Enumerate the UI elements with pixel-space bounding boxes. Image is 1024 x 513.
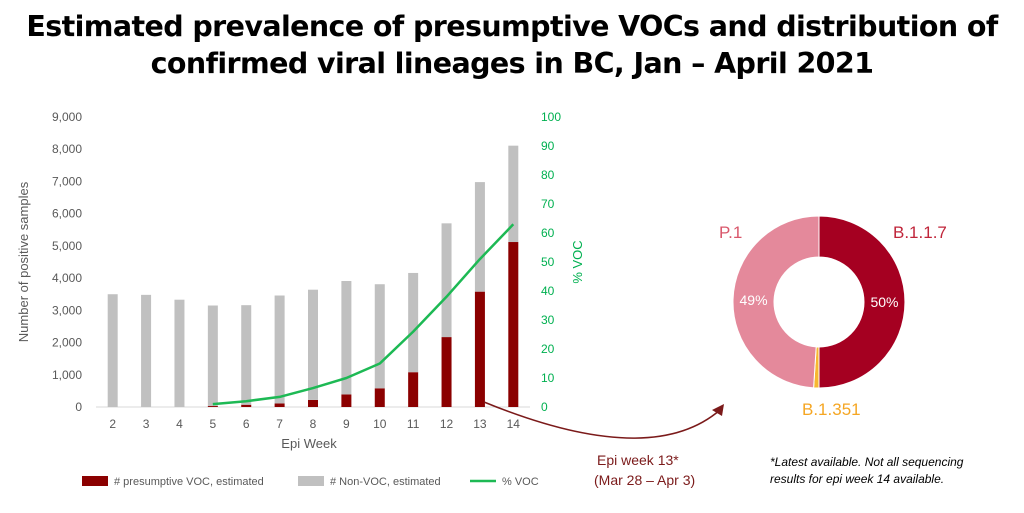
chart-legend: # presumptive VOC, estimated # Non-VOC, … (82, 476, 539, 488)
y2-tick-label: 60 (541, 226, 555, 240)
x-tick-label: 7 (276, 417, 283, 431)
y-tick-label: 1,000 (52, 368, 82, 382)
bar-non-voc (441, 223, 452, 338)
bar-non-voc (508, 145, 519, 243)
y2-axis-ticks: 0 10 20 30 40 50 60 70 80 90 100 (541, 110, 561, 414)
x-tick-label: 6 (243, 417, 250, 431)
x-tick-label: 10 (373, 417, 387, 431)
bar-presumptive-voc (308, 399, 318, 407)
annotation-arrowhead (712, 404, 724, 416)
y-tick-label: 3,000 (52, 303, 82, 317)
bar-presumptive-voc (274, 403, 285, 407)
y-tick-label: 8,000 (52, 142, 82, 156)
legend-label-nonvoc: # Non-VOC, estimated (330, 476, 441, 488)
annotation-line-1: Epi week 13* (597, 452, 679, 468)
bar-non-voc (174, 299, 185, 407)
bar-non-voc (107, 294, 118, 407)
bar-presumptive-voc (341, 394, 352, 407)
bar-presumptive-voc (508, 242, 519, 407)
bar-presumptive-voc (441, 337, 452, 407)
x-tick-label: 4 (176, 417, 183, 431)
stacked-bar-chart: 0 1,000 2,000 3,000 4,000 5,000 6,000 7,000 8,00… (16, 110, 585, 451)
donut-slice (732, 215, 820, 389)
x-tick-label: 14 (507, 417, 521, 431)
x-tick-label: 12 (440, 417, 454, 431)
x-axis-ticks: 2 3 4 5 6 7 8 9 10 11 12 13 14 (109, 417, 520, 431)
bar-presumptive-voc (408, 372, 419, 407)
bar-non-voc (241, 305, 252, 405)
y2-tick-label: 10 (541, 371, 555, 385)
bar-non-voc (474, 182, 485, 292)
y2-tick-label: 0 (541, 400, 548, 414)
donut-percent-label: 50% (870, 294, 898, 310)
legend-swatch-voc (82, 476, 108, 486)
bar-presumptive-voc (241, 404, 252, 407)
y-tick-label: 9,000 (52, 110, 82, 124)
donut-percent-label: 49% (740, 292, 768, 308)
y-tick-label: 0 (75, 400, 82, 414)
x-tick-label: 13 (473, 417, 487, 431)
donut-category-label: P.1 (719, 223, 742, 242)
y2-tick-label: 70 (541, 197, 555, 211)
x-tick-label: 8 (310, 417, 317, 431)
bar-non-voc (408, 272, 419, 373)
y-tick-label: 7,000 (52, 174, 82, 188)
y2-tick-label: 80 (541, 168, 555, 182)
y-tick-label: 5,000 (52, 239, 82, 253)
title-line-2: confirmed viral lineages in BC, Jan – Ap… (150, 47, 874, 80)
bar-non-voc (274, 295, 285, 404)
page-title: Estimated prevalence of presumptive VOCs… (0, 8, 1024, 82)
x-axis-title: Epi Week (281, 436, 337, 451)
title-line-1: Estimated prevalence of presumptive VOCs… (26, 10, 998, 43)
y2-tick-label: 50 (541, 255, 555, 269)
annotation-arrow (483, 401, 721, 439)
donut-category-label: B.1.351 (802, 400, 861, 419)
y-axis-ticks: 0 1,000 2,000 3,000 4,000 5,000 6,000 7,000 8,00… (52, 110, 82, 414)
bar-presumptive-voc (207, 406, 218, 407)
legend-label-percent: % VOC (502, 476, 539, 488)
x-tick-label: 9 (343, 417, 350, 431)
donut-category-label: B.1.1.7 (893, 223, 947, 242)
bar-presumptive-voc (374, 388, 385, 407)
bar-non-voc (341, 281, 352, 395)
y2-tick-label: 90 (541, 139, 555, 153)
x-tick-label: 5 (210, 417, 217, 431)
donut-slice (818, 215, 906, 389)
y-tick-label: 6,000 (52, 207, 82, 221)
y-axis-title: Number of positive samples (16, 181, 31, 342)
lineage-donut-chart: 50% 49% B.1.1.7 B.1.351 P.1 (719, 215, 947, 419)
y2-tick-label: 20 (541, 342, 555, 356)
y2-axis-title: % VOC (570, 240, 585, 283)
legend-swatch-nonvoc (298, 476, 324, 486)
bar-non-voc (308, 289, 318, 400)
bars-group (107, 145, 519, 407)
legend-label-voc: # presumptive VOC, estimated (114, 476, 264, 488)
bar-non-voc (374, 284, 385, 389)
x-tick-label: 11 (407, 417, 420, 431)
bar-presumptive-voc (474, 291, 485, 407)
y2-tick-label: 100 (541, 110, 561, 124)
voc-percent-line (212, 223, 515, 406)
footnote-line-1: *Latest available. Not all sequencing (770, 455, 964, 469)
x-tick-label: 3 (143, 417, 150, 431)
annotation-line-2: (Mar 28 – Apr 3) (594, 472, 695, 488)
footnote-line-2: results for epi week 14 available. (770, 472, 944, 486)
bar-non-voc (207, 305, 218, 407)
y-tick-label: 2,000 (52, 336, 82, 350)
bar-non-voc (141, 294, 152, 407)
x-tick-label: 2 (109, 417, 116, 431)
y2-tick-label: 30 (541, 313, 555, 327)
y2-tick-label: 40 (541, 284, 555, 298)
y-tick-label: 4,000 (52, 271, 82, 285)
